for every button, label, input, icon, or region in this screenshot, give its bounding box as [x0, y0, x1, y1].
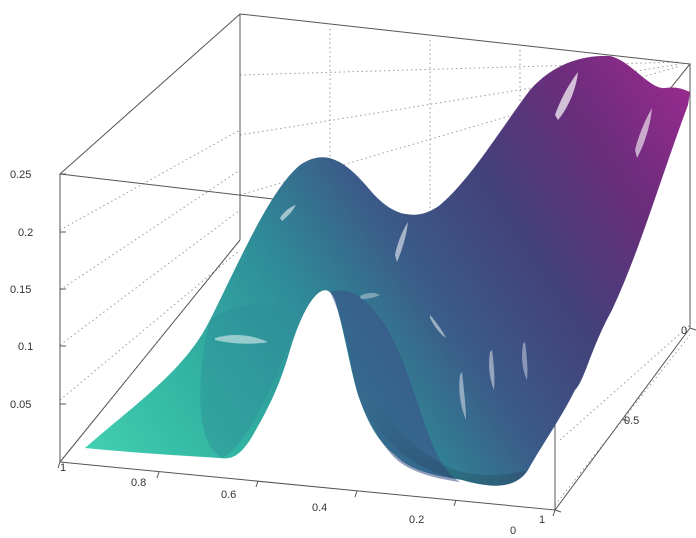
- highlight: [555, 72, 578, 120]
- z-tick-label: 0.15: [10, 284, 31, 296]
- highlight: [280, 205, 296, 221]
- ridge-shade: [330, 290, 460, 482]
- highlight: [635, 108, 652, 158]
- x-tick-label: 0.8: [131, 477, 146, 489]
- z-tick-label: 0.25: [10, 169, 31, 181]
- y-tick-labels: 1 0.5 0: [539, 325, 687, 526]
- y-tick-label: 0.5: [624, 415, 639, 427]
- highlight: [395, 222, 408, 262]
- highlight: [215, 335, 268, 344]
- surface-shadow: [362, 400, 528, 486]
- y-tick-label: 0: [681, 325, 687, 337]
- z-ticks: [60, 173, 66, 405]
- highlight: [459, 372, 466, 420]
- highlight: [489, 350, 495, 390]
- x-tick-labels: 1 0.8 0.6 0.4 0.2 0: [60, 462, 516, 537]
- surface: [85, 55, 690, 486]
- x-tick-label: 0.4: [312, 502, 327, 514]
- z-tick-labels: 0.25 0.2 0.15 0.1 0.05: [10, 169, 33, 411]
- x-tick-label: 1: [60, 462, 66, 474]
- z-tick-label: 0.1: [18, 341, 33, 353]
- x-tick-label: 0.2: [409, 514, 424, 526]
- x-tick-label: 0.6: [221, 489, 236, 501]
- x-ticks: [57, 461, 556, 517]
- highlight: [522, 342, 528, 380]
- highlight: [360, 292, 380, 299]
- surface-body: [85, 55, 690, 486]
- highlight: [430, 315, 446, 338]
- y-tick-label: 1: [539, 514, 545, 526]
- z-tick-label: 0.05: [10, 399, 31, 411]
- y-ticks: [554, 327, 696, 513]
- z-tick-label: 0.2: [18, 227, 33, 239]
- x-tick-label: 0: [510, 525, 516, 537]
- valley-shade: [200, 304, 300, 458]
